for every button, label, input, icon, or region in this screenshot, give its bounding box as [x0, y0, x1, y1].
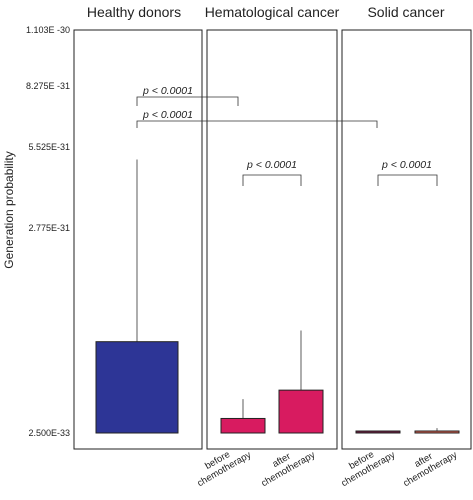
- bracket-healthy-vs-hematological: [136, 96, 239, 106]
- box-plots: [95, 159, 460, 434]
- bracket-healthy-vs-solid: [136, 120, 378, 128]
- p-value-label: p < 0.0001: [381, 159, 432, 171]
- y-tick-label: 5.525E-31: [28, 142, 70, 152]
- y-tick-label: 1.103E -30: [26, 25, 70, 35]
- x-tick-label: after chemotherapy: [254, 440, 317, 489]
- p-value-label: p < 0.0001: [142, 85, 193, 97]
- p-value-label: p < 0.0001: [142, 109, 193, 121]
- panel-title-hematological: Hematological cancer: [205, 4, 340, 20]
- y-tick-label: 2.775E-31: [28, 223, 70, 233]
- bracket-solid-before-vs-after: [377, 174, 438, 186]
- panel-title-solid: Solid cancer: [367, 4, 444, 20]
- p-value-label: p < 0.0001: [246, 159, 297, 171]
- panel-frame-healthy: [73, 29, 203, 450]
- x-tick-label: before chemotherapy: [334, 440, 397, 489]
- panel-frame-hematological: [206, 29, 338, 450]
- box: [95, 341, 179, 434]
- x-tick-label: before chemotherapy: [190, 440, 253, 489]
- y-axis-label: Generation probability: [2, 151, 16, 268]
- y-tick-label: 8.275E -31: [26, 81, 70, 91]
- x-tick-label: after chemotherapy: [396, 440, 459, 489]
- bracket-hematological-before-vs-after: [242, 174, 302, 186]
- box: [220, 417, 266, 434]
- box: [414, 430, 460, 434]
- y-tick-label: 2.500E-33: [28, 428, 70, 438]
- box: [355, 430, 401, 434]
- box: [278, 389, 324, 434]
- y-tick-labels: 1.103E -30 8.275E -31 5.525E-31 2.775E-3…: [26, 25, 70, 438]
- panel-title-healthy: Healthy donors: [87, 4, 181, 20]
- panel-frame-solid: [341, 29, 472, 450]
